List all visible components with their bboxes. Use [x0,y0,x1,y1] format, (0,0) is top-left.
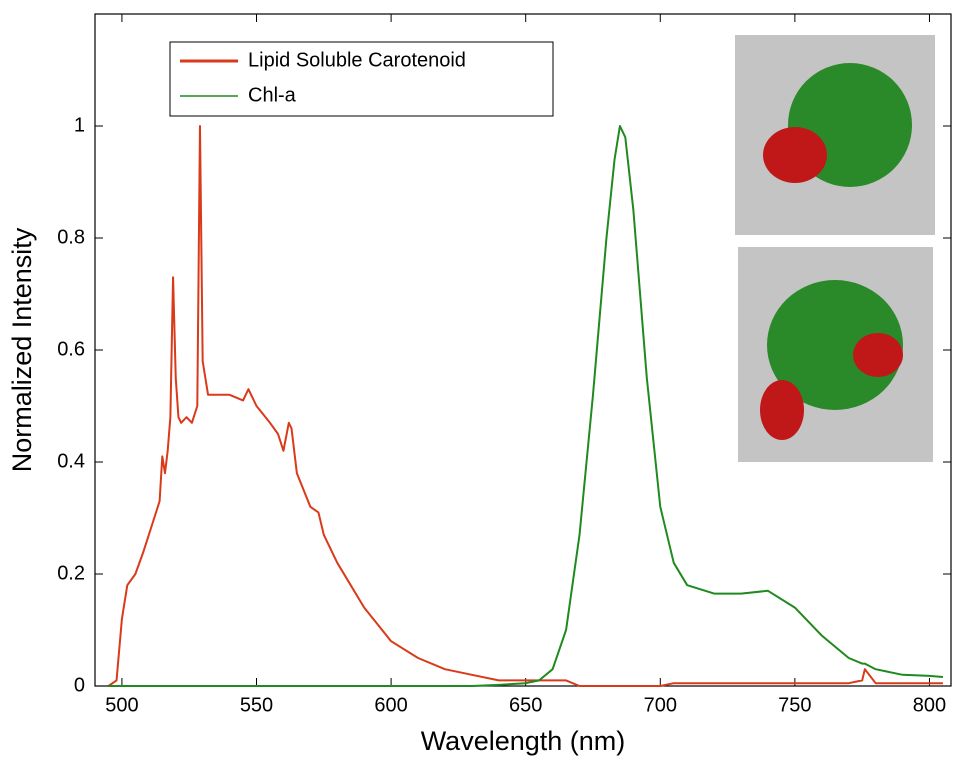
x-tick-label: 750 [778,694,811,716]
legend-label: Chl-a [248,84,297,106]
x-tick-label: 800 [913,694,946,716]
y-axis-label: Normalized Intensity [7,227,37,472]
x-axis-label: Wavelength (nm) [421,726,626,756]
y-tick-label: 0.8 [57,226,85,248]
line [107,125,943,687]
legend-box [169,41,554,117]
inset-images [735,35,935,462]
y-tick-label: 0 [74,674,85,696]
y-tick-label: 0.4 [57,450,85,472]
x-tick-label: 650 [509,694,542,716]
x-tick-label: 600 [374,694,407,716]
inset-blob [853,333,903,377]
x-tick-label: 550 [240,694,273,716]
y-tick-label: 0.2 [57,562,85,584]
y-tick-label: 1 [74,114,85,136]
legend-label: Lipid Soluble Carotenoid [248,49,466,71]
y-tick-label: 0.6 [57,338,85,360]
x-tick-label: 500 [105,694,138,716]
inset-blob [760,380,804,440]
line [108,125,944,687]
inset-blob [767,280,903,410]
x-tick-label: 700 [644,694,677,716]
inset-blob [763,127,827,183]
